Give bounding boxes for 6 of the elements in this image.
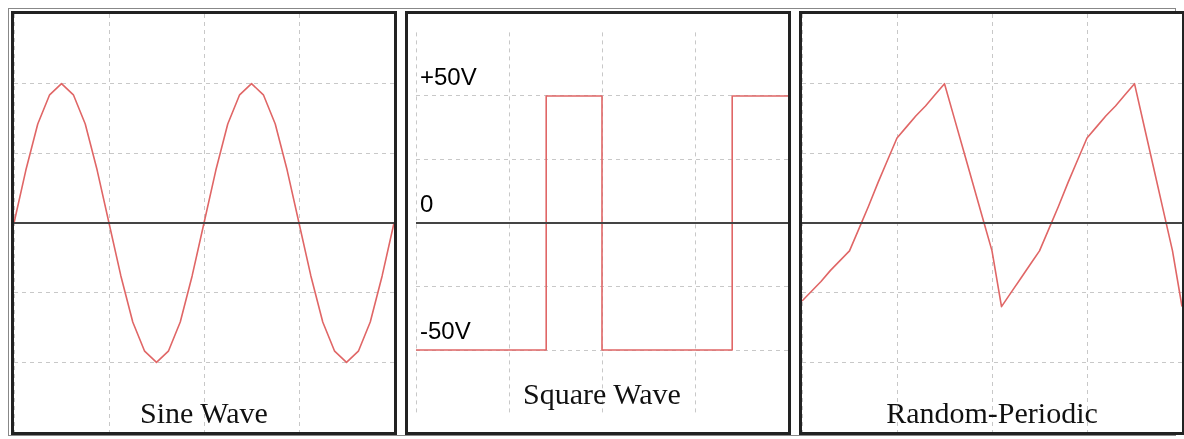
y-tick-label: -50V — [420, 316, 471, 344]
y-tick-label: +50V — [420, 62, 477, 90]
y-tick-label: 0 — [420, 189, 434, 217]
text: Square Wave — [523, 377, 681, 411]
text: Sine Wave — [140, 395, 268, 429]
text: Random-Periodic — [886, 395, 1098, 429]
